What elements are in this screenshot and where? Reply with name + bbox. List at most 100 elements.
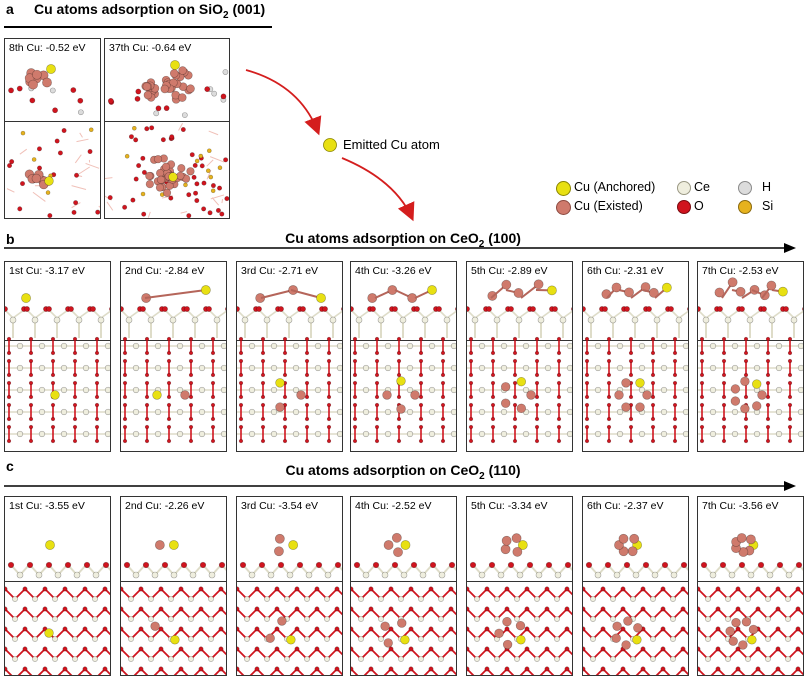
bond	[105, 177, 113, 179]
bond	[496, 309, 509, 319]
bond	[540, 309, 553, 319]
bond	[797, 608, 803, 616]
ce-atom	[516, 571, 524, 579]
o-atom	[237, 666, 240, 672]
ce-atom	[474, 616, 480, 622]
o-atom	[326, 402, 332, 408]
cu-existed-atom	[383, 540, 394, 550]
frame-label: 5th Cu: -2.89 eV	[471, 265, 548, 277]
o-atom	[82, 666, 88, 672]
bond	[296, 668, 305, 675]
bond	[539, 668, 548, 675]
o-atom	[180, 127, 186, 133]
o-atom	[650, 372, 656, 378]
o-atom	[326, 424, 332, 430]
o-atom	[564, 646, 570, 652]
o-atom	[189, 152, 195, 158]
ce-atom	[725, 616, 731, 622]
ce-atom	[670, 596, 676, 602]
ce-atom	[500, 408, 508, 416]
ce-atom	[176, 386, 184, 394]
o-atom	[304, 358, 310, 364]
frame-a-1: 8th Cu: -0.52 eV	[4, 38, 101, 219]
bond	[655, 668, 664, 675]
ce-atom	[534, 636, 540, 642]
o-atom	[218, 626, 224, 632]
o-atom	[141, 169, 147, 175]
ce-atom	[670, 616, 676, 622]
bond	[416, 309, 426, 319]
ce-atom	[775, 430, 783, 438]
o-atom	[468, 424, 474, 430]
ce-atom	[378, 656, 384, 662]
ce-atom	[478, 386, 486, 394]
molecule-view	[351, 532, 456, 675]
bond	[121, 309, 130, 319]
ce-atom	[72, 636, 78, 642]
ce-atom	[53, 316, 61, 324]
ce-atom	[775, 386, 783, 394]
ce-atom	[594, 430, 602, 438]
o-atom	[62, 606, 68, 612]
bond	[372, 309, 382, 319]
o-atom	[388, 586, 394, 592]
o-atom	[699, 402, 705, 408]
bond	[97, 668, 106, 675]
o-atom	[556, 336, 562, 342]
o-atom	[484, 586, 490, 592]
ce-atom	[675, 316, 683, 324]
ce-atom	[544, 342, 552, 350]
o-atom	[158, 606, 164, 612]
o-atom	[765, 336, 771, 342]
frame-label: 3rd Cu: -2.71 eV	[241, 265, 319, 277]
o-atom	[144, 416, 150, 422]
o-atom	[260, 438, 266, 444]
o-atom	[121, 666, 124, 672]
o-atom	[418, 380, 424, 386]
ce-atom	[522, 386, 530, 394]
o-atom	[210, 424, 216, 430]
ce-atom	[52, 596, 58, 602]
molecule-view	[237, 285, 342, 444]
ce-atom	[270, 408, 278, 416]
ce-atom	[450, 430, 456, 438]
ce-atom	[324, 656, 330, 662]
o-atom	[28, 424, 34, 430]
ce-atom	[797, 430, 803, 438]
ce-atom	[12, 596, 18, 602]
cu-existed-atom	[738, 640, 748, 650]
ce-atom	[104, 430, 110, 438]
ce-atom	[378, 616, 384, 622]
o-atom	[274, 646, 280, 652]
o-atom	[6, 438, 12, 444]
o-atom	[138, 626, 144, 632]
o-atom	[210, 394, 216, 400]
ce-atom	[191, 316, 199, 324]
o-atom	[765, 402, 771, 408]
o-atom	[94, 372, 100, 378]
o-atom	[795, 666, 801, 672]
o-atom	[50, 336, 56, 342]
ce-atom	[594, 571, 602, 579]
o-atom	[188, 394, 194, 400]
o-atom	[374, 336, 380, 342]
bond	[289, 668, 298, 675]
bond	[518, 309, 531, 319]
ce-atom	[104, 342, 110, 350]
ce-atom	[497, 571, 505, 579]
o-atom	[326, 336, 332, 342]
o-atom	[102, 626, 108, 632]
o-atom	[166, 438, 172, 444]
o-atom	[294, 646, 300, 652]
o-atom	[201, 180, 207, 186]
o-atom	[158, 646, 164, 652]
o-atom	[238, 372, 244, 378]
ce-atom	[284, 596, 290, 602]
o-atom	[238, 358, 244, 364]
cu-existed-atom	[180, 390, 190, 400]
o-atom	[512, 424, 518, 430]
ce-atom	[709, 386, 717, 394]
ce-atom	[785, 636, 791, 642]
o-atom	[468, 336, 474, 342]
frame-b-6: 6th Cu: -2.31 eV	[582, 261, 689, 452]
